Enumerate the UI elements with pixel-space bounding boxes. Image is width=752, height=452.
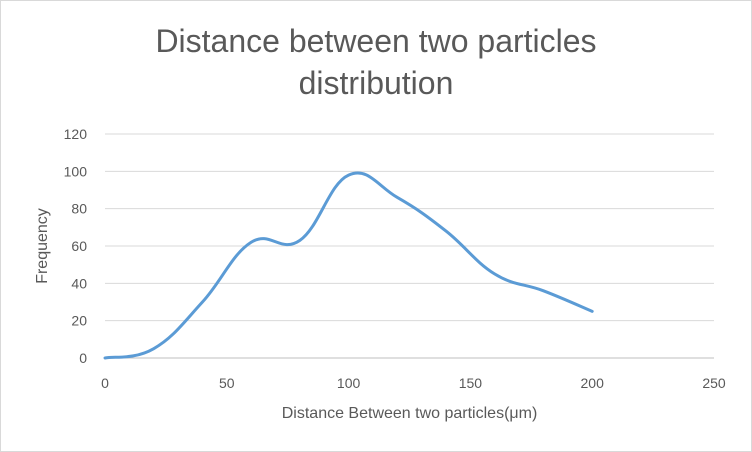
chart-title-line-2: distribution (298, 65, 454, 101)
series-group (103, 171, 594, 360)
chart-title: Distance between two particles distribut… (0, 20, 752, 104)
data-point (298, 239, 301, 242)
y-tick-label: 100 (64, 163, 88, 179)
data-point (152, 347, 155, 350)
chart-title-line-1: Distance between two particles (155, 23, 597, 59)
y-axis-title: Frequency (34, 208, 51, 284)
data-point (250, 241, 253, 244)
x-axis-ticks: 0 50 100 150 200 250 (101, 375, 726, 391)
y-tick-label: 60 (71, 238, 87, 254)
x-tick-label: 100 (337, 375, 361, 391)
x-axis-title: Distance Between two particles(μm) (282, 405, 538, 422)
data-point (591, 310, 594, 313)
y-axis-ticks: 0 20 40 60 80 100 120 (64, 126, 88, 366)
data-point (396, 196, 399, 199)
y-tick-label: 20 (71, 313, 87, 329)
x-tick-label: 0 (101, 375, 109, 391)
x-tick-label: 50 (219, 375, 235, 391)
x-tick-label: 250 (702, 375, 726, 391)
data-point (542, 289, 545, 292)
data-point (445, 230, 448, 233)
y-tick-label: 80 (71, 201, 87, 217)
y-tick-label: 40 (71, 275, 87, 291)
y-tick-label: 0 (79, 350, 87, 366)
y-tick-label: 120 (64, 126, 88, 142)
gridlines (105, 133, 714, 359)
data-point (493, 273, 496, 276)
x-tick-label: 150 (459, 375, 483, 391)
data-point (104, 357, 107, 360)
series-line-0 (103, 171, 594, 360)
data-point (347, 174, 350, 177)
data-point (201, 301, 204, 304)
x-tick-label: 200 (581, 375, 605, 391)
